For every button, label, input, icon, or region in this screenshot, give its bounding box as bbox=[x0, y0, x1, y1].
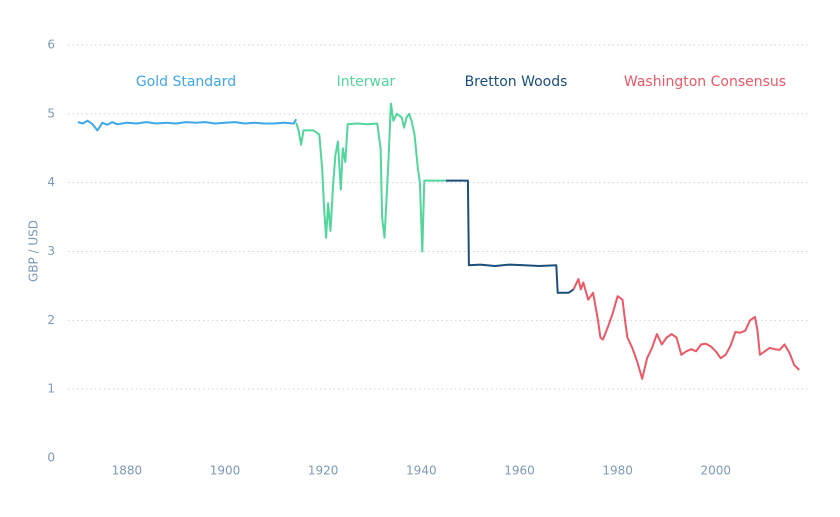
x-tick-label: 1920 bbox=[308, 464, 339, 478]
y-tick-label: 2 bbox=[47, 313, 55, 327]
era-label: Bretton Woods bbox=[465, 74, 568, 90]
series-line bbox=[295, 102, 446, 253]
y-tick-label: 3 bbox=[47, 244, 55, 258]
y-tick-label: 0 bbox=[47, 451, 55, 465]
series-line bbox=[77, 118, 298, 132]
y-tick-label: 4 bbox=[47, 175, 55, 189]
x-tick-label: 1900 bbox=[210, 464, 241, 478]
series-line bbox=[445, 179, 575, 294]
era-label: Interwar bbox=[337, 74, 396, 90]
y-tick-label: 6 bbox=[47, 38, 55, 52]
y-tick-label: 5 bbox=[47, 106, 55, 120]
era-label: Washington Consensus bbox=[624, 74, 786, 90]
x-tick-label: 1960 bbox=[504, 464, 535, 478]
x-tick-label: 1880 bbox=[112, 464, 143, 478]
x-tick-label: 2000 bbox=[700, 464, 731, 478]
x-tick-label: 1940 bbox=[406, 464, 437, 478]
x-tick-label: 1980 bbox=[602, 464, 633, 478]
era-label: Gold Standard bbox=[136, 74, 236, 90]
y-tick-label: 1 bbox=[47, 382, 55, 396]
y-axis-label: GBP / USD bbox=[27, 220, 41, 282]
series-line bbox=[572, 278, 800, 380]
